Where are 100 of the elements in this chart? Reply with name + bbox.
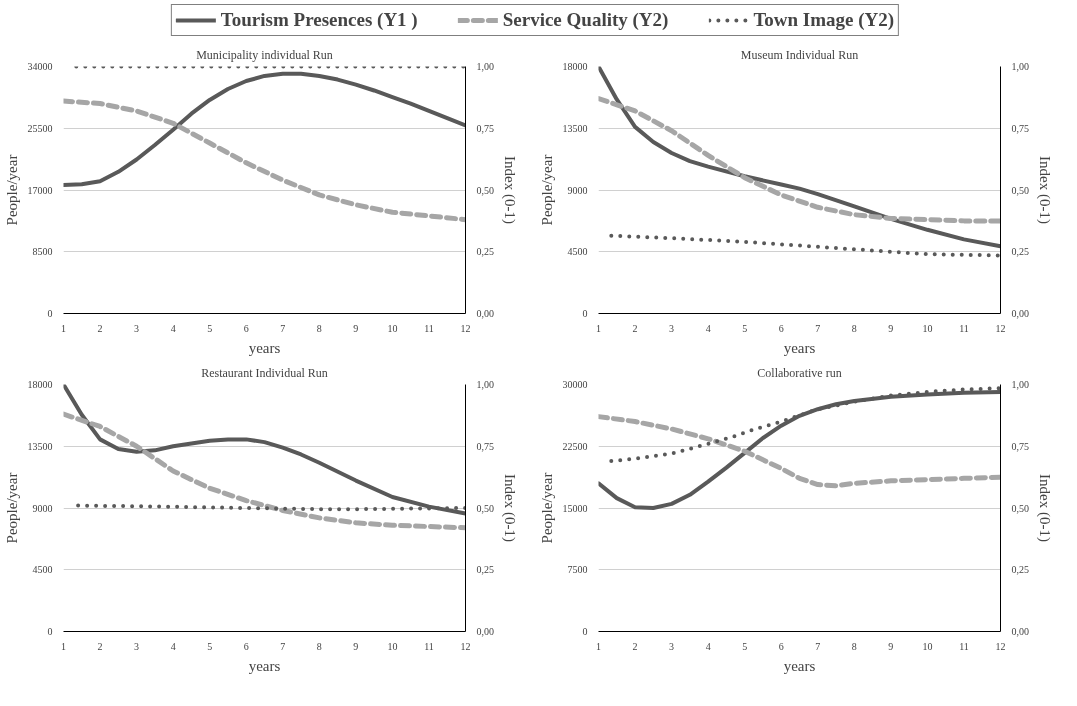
x-tick-label: 10 (387, 322, 398, 334)
chart-title: Collaborative run (757, 365, 842, 380)
y-tick-label: 25500 (27, 122, 53, 134)
x-tick-label: 2 (632, 322, 638, 334)
x-tick-label: 12 (460, 640, 471, 652)
x-tick-label: 6 (243, 640, 249, 652)
y-tick-label: 22500 (562, 440, 588, 452)
y-axis-title: People/year (538, 472, 555, 544)
x-tick-label: 4 (705, 322, 711, 334)
y2-tick-label: 0,00 (476, 626, 494, 637)
y-tick-label: 7500 (567, 564, 588, 576)
x-tick-label: 3 (669, 322, 675, 334)
x-tick-label: 12 (995, 322, 1006, 334)
x-tick-label: 11 (959, 322, 969, 334)
x-tick-label: 11 (959, 640, 969, 652)
legend-label: Town Image (Y2) (753, 9, 895, 31)
x-tick-label: 7 (815, 322, 821, 334)
x-tick-label: 2 (97, 640, 103, 652)
y-tick-label: 4500 (567, 246, 588, 258)
y-tick-label: 13500 (27, 440, 53, 452)
x-tick-label: 10 (922, 640, 933, 652)
x-tick-label: 5 (207, 640, 213, 652)
x-axis-title: years (783, 339, 816, 356)
x-tick-label: 11 (424, 640, 434, 652)
y-tick-label: 0 (582, 308, 588, 319)
y2-axis-title: Index (0-1) (1036, 474, 1053, 542)
y2-tick-label: 0,25 (1011, 246, 1029, 258)
y2-tick-label: 0,25 (476, 246, 494, 258)
x-tick-label: 4 (170, 640, 176, 652)
y-tick-label: 8500 (32, 246, 53, 258)
x-tick-label: 4 (170, 322, 176, 334)
y2-tick-label: 0,75 (1011, 122, 1029, 134)
y-tick-label: 0 (582, 626, 588, 637)
y-tick-label: 34000 (27, 61, 53, 72)
y-tick-label: 0 (47, 626, 53, 637)
y2-tick-label: 0,00 (476, 308, 494, 319)
x-tick-label: 5 (742, 640, 748, 652)
x-tick-label: 8 (316, 640, 322, 652)
x-axis-title: years (248, 657, 281, 674)
y-tick-label: 9000 (32, 502, 53, 514)
y2-tick-label: 0,00 (1011, 626, 1029, 637)
x-tick-label: 1 (61, 640, 66, 652)
y2-tick-label: 0,25 (1011, 564, 1029, 576)
y2-axis-title: Index (0-1) (501, 156, 518, 224)
y2-tick-label: 0,75 (476, 122, 494, 134)
x-tick-label: 5 (207, 322, 213, 334)
y-tick-label: 30000 (562, 379, 588, 390)
y2-tick-label: 0,25 (476, 564, 494, 576)
x-tick-label: 1 (596, 640, 601, 652)
chart-title: Museum Individual Run (740, 47, 859, 62)
x-tick-label: 2 (632, 640, 638, 652)
x-tick-label: 2 (97, 322, 103, 334)
x-tick-label: 10 (922, 322, 933, 334)
chart-title: Restaurant Individual Run (201, 365, 328, 380)
y-tick-label: 18000 (562, 61, 588, 72)
x-tick-label: 8 (851, 322, 857, 334)
y2-tick-label: 0,75 (1011, 440, 1029, 452)
y2-tick-label: 0,50 (1011, 502, 1029, 514)
y2-tick-label: 0,50 (476, 184, 494, 196)
x-tick-label: 12 (460, 322, 471, 334)
x-tick-label: 7 (280, 322, 286, 334)
x-tick-label: 4 (705, 640, 711, 652)
x-tick-label: 1 (596, 322, 601, 334)
x-tick-label: 6 (243, 322, 249, 334)
y2-tick-label: 0,50 (476, 502, 494, 514)
x-tick-label: 3 (669, 640, 675, 652)
y-axis-title: People/year (3, 154, 20, 226)
y2-axis-title: Index (0-1) (1036, 156, 1053, 224)
x-tick-label: 10 (387, 640, 398, 652)
x-tick-label: 12 (995, 640, 1006, 652)
y-tick-label: 0 (47, 308, 53, 319)
x-axis-title: years (783, 657, 816, 674)
x-axis-title: years (248, 339, 281, 356)
x-tick-label: 6 (778, 322, 784, 334)
y2-tick-label: 1,00 (1011, 379, 1029, 390)
x-tick-label: 5 (742, 322, 748, 334)
x-tick-label: 8 (316, 322, 322, 334)
y-tick-label: 9000 (567, 184, 588, 196)
x-tick-label: 11 (424, 322, 434, 334)
x-tick-label: 3 (134, 640, 140, 652)
x-tick-label: 3 (134, 322, 140, 334)
x-tick-label: 7 (280, 640, 286, 652)
x-tick-label: 9 (888, 640, 894, 652)
y-tick-label: 4500 (32, 564, 53, 576)
chart-title: Municipality individual Run (196, 47, 333, 62)
x-tick-label: 9 (353, 322, 359, 334)
y-tick-label: 13500 (562, 122, 588, 134)
y-tick-label: 15000 (562, 502, 588, 514)
y2-axis-title: Index (0-1) (501, 474, 518, 542)
x-tick-label: 6 (778, 640, 784, 652)
y-tick-label: 18000 (27, 379, 53, 390)
y-tick-label: 17000 (27, 184, 53, 196)
y2-tick-label: 0,50 (1011, 184, 1029, 196)
y2-tick-label: 1,00 (476, 379, 494, 390)
x-tick-label: 7 (815, 640, 821, 652)
y-axis-title: People/year (3, 472, 20, 544)
y2-tick-label: 1,00 (1011, 61, 1029, 72)
legend-label: Tourism Presences (Y1 ) (220, 9, 418, 31)
x-tick-label: 9 (353, 640, 359, 652)
y2-tick-label: 1,00 (476, 61, 494, 72)
